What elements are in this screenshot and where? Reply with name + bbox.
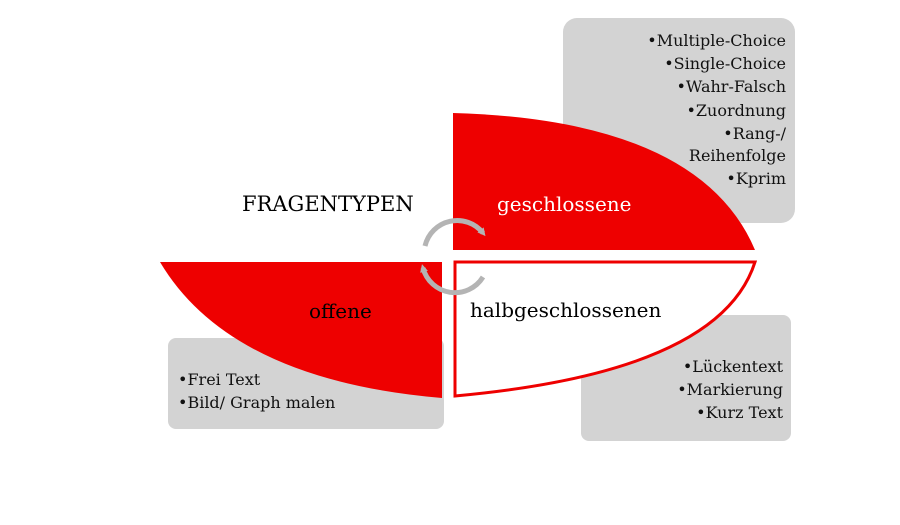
closed-type-item: •Wahr-Falsch	[676, 77, 786, 96]
open-type-item: •Bild/ Graph malen	[178, 393, 335, 412]
open-label: offene	[309, 299, 372, 323]
closed-type-item: •Kprim	[726, 169, 786, 188]
closed-type-item: •Rang-/	[723, 124, 786, 143]
half-segment	[453, 260, 758, 398]
diagram-title: FRAGENTYPEN	[242, 192, 414, 216]
closed-segment	[453, 113, 755, 250]
half-type-item: •Lückentext	[683, 357, 784, 376]
closed-type-item: •Single-Choice	[664, 54, 786, 73]
open-segment	[160, 262, 442, 398]
half-type-item: •Kurz Text	[696, 403, 783, 422]
closed-type-item: •Zuordnung	[686, 101, 786, 120]
closed-type-item: Reihenfolge	[689, 146, 786, 165]
closed-type-item: •Multiple-Choice	[647, 31, 786, 50]
open-type-item: •Frei Text	[178, 370, 261, 389]
closed-label: geschlossene	[497, 192, 632, 216]
half-type-item: •Markierung	[677, 380, 783, 399]
cycle-arrow-icon	[422, 218, 486, 247]
cycle-arrow-icon	[420, 264, 486, 296]
half-label: halbgeschlossenen	[470, 298, 662, 322]
